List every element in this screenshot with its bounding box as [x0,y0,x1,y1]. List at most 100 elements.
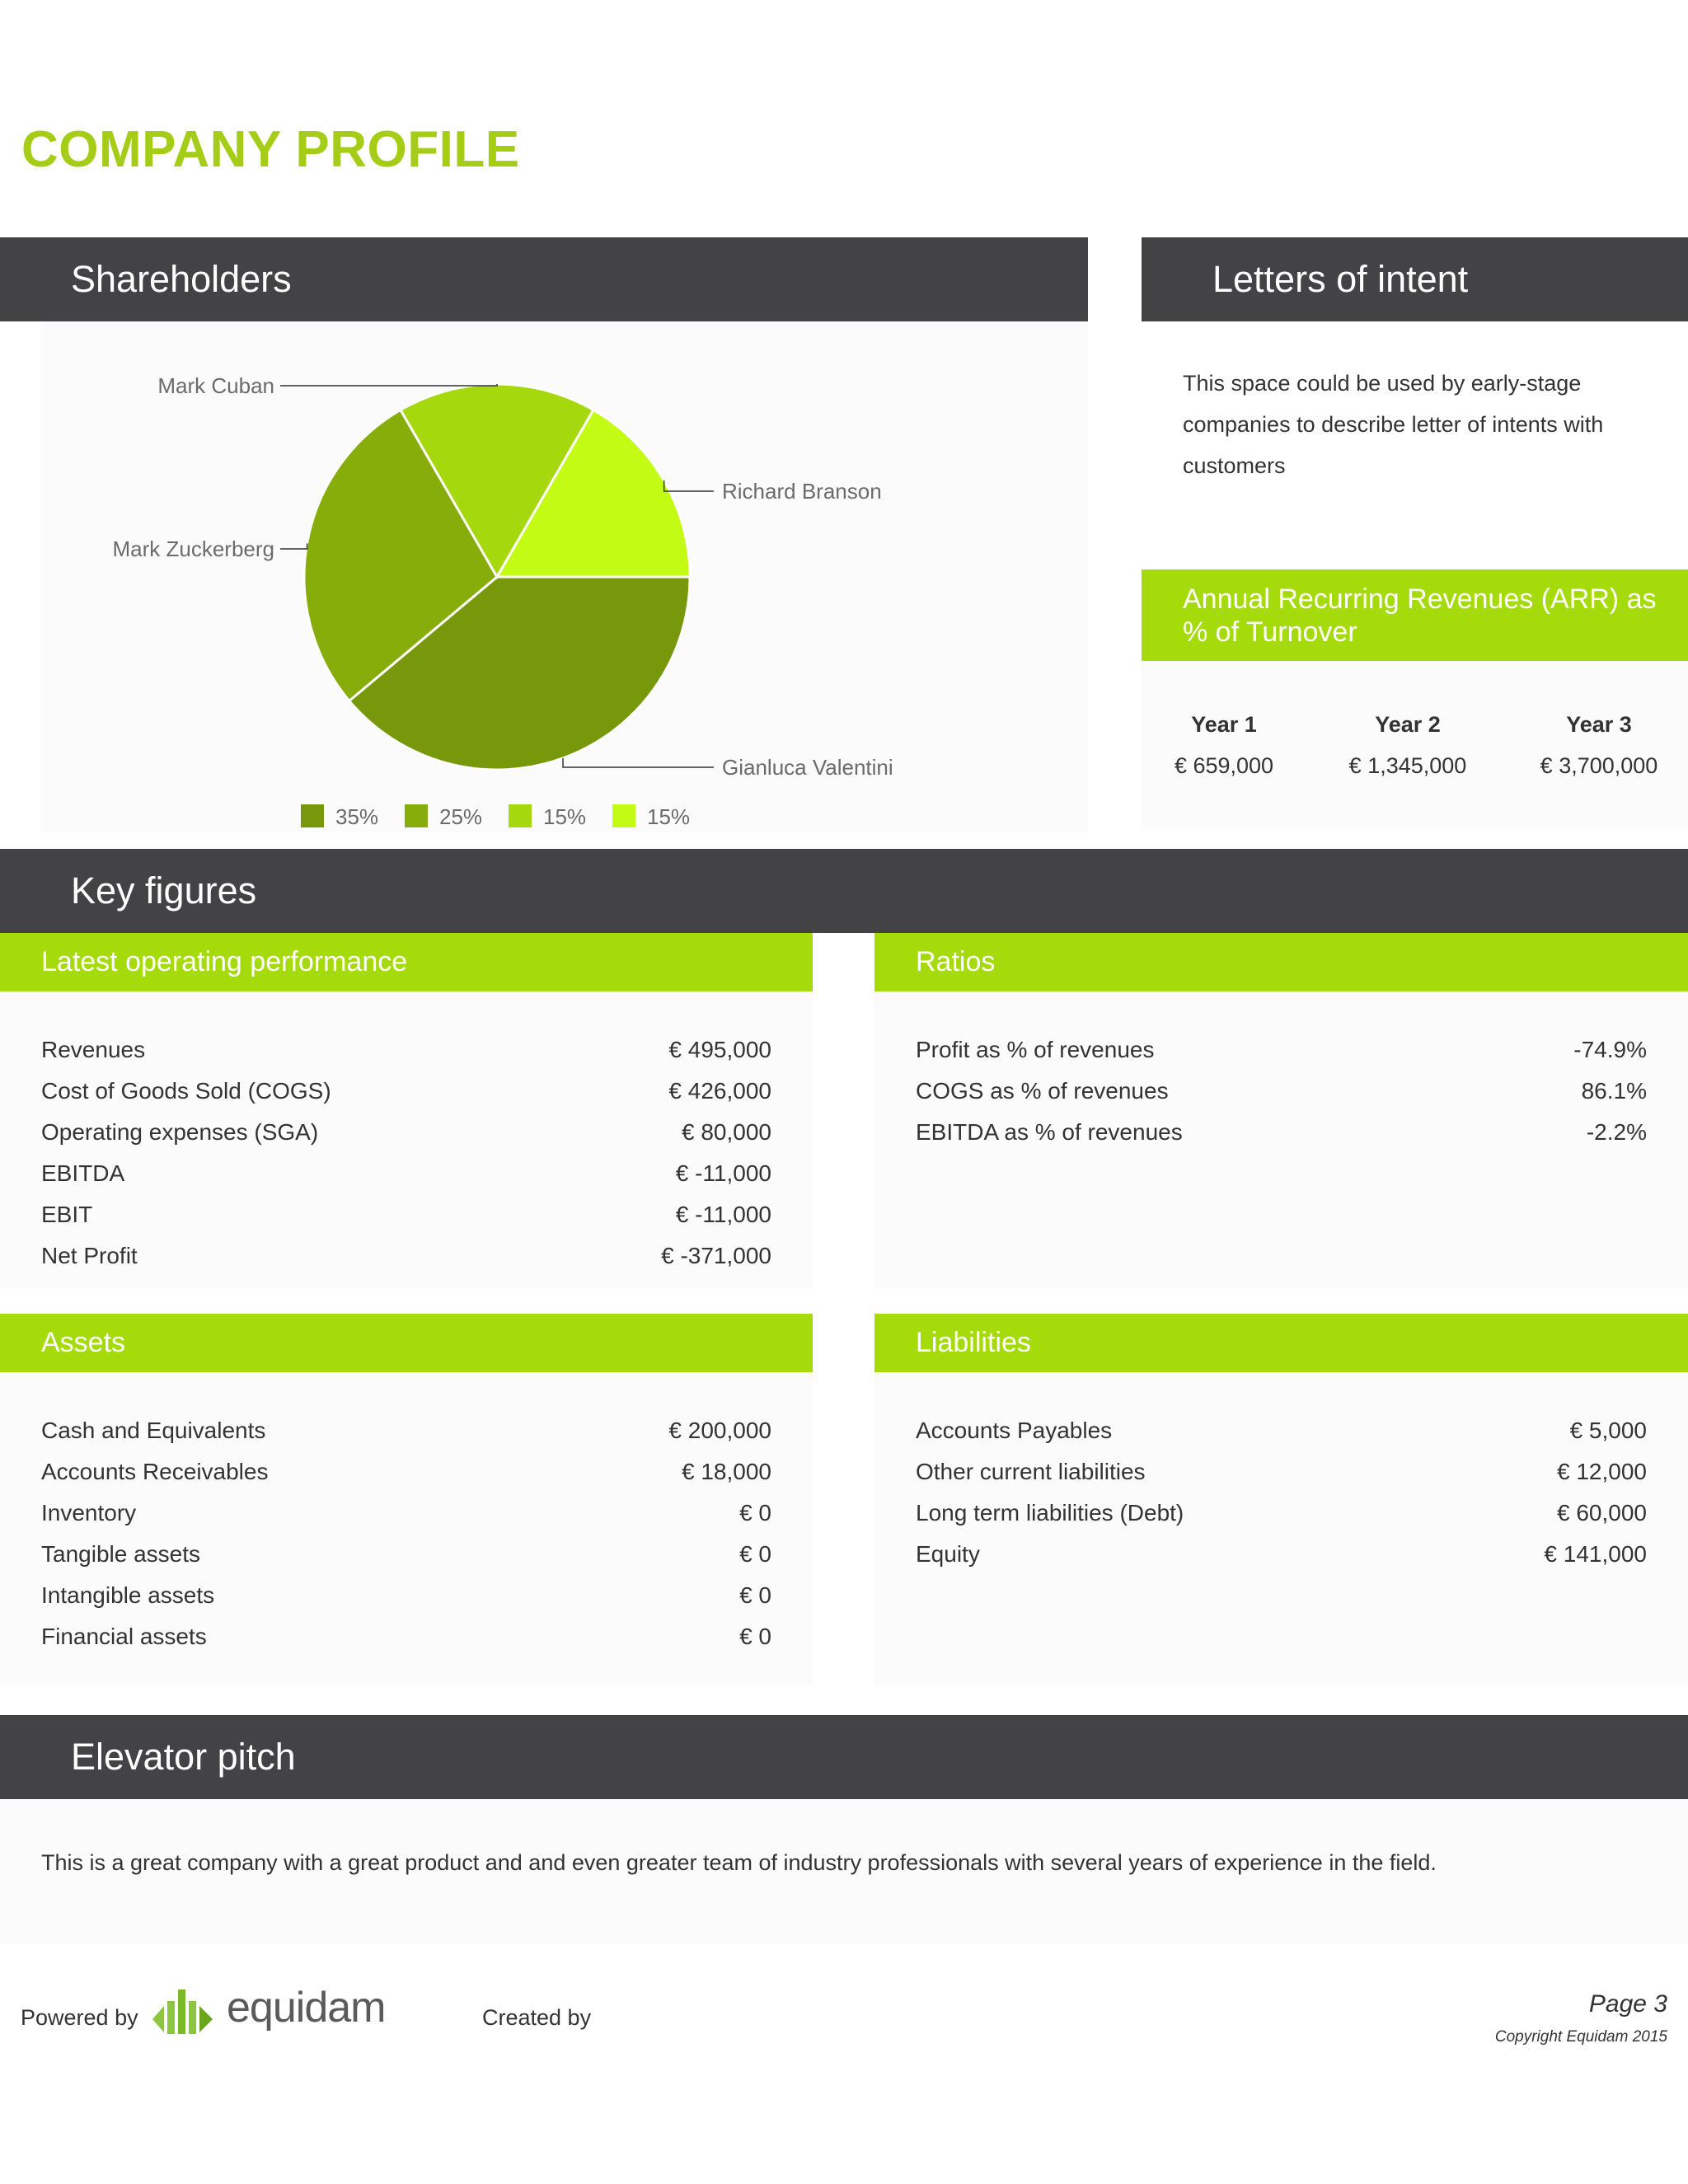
arr-header-line: Annual Recurring Revenues (ARR) as [1183,583,1657,615]
assets-row-label: Inventory [41,1500,137,1526]
copyright: Copyright Equidam 2015 [1494,2028,1667,2046]
operating-panel: Revenues € 495,000 Cost of Goods Sold (COG… [0,991,813,1288]
assets-row-label: Intangible assets [41,1582,215,1608]
assets-row-label: Cash and Equivalents [41,1418,266,1443]
pie-slice-label: Gianluca Valentini [722,755,893,780]
operating-row-value: € -11,000 [675,1202,771,1227]
ratios-row-value: -74.9% [1573,1037,1647,1062]
liabilities-row: Long term liabilities (Debt) € 60,000 [874,1493,1688,1534]
elevator-pitch-header: Elevator pitch [0,1715,1688,1799]
legend-label: 15% [647,804,690,829]
assets-row-value: € 0 [739,1582,771,1608]
ratios-header: Ratios [874,933,1688,991]
operating-row-value: € -11,000 [675,1160,771,1186]
assets-row-label: Accounts Receivables [41,1459,269,1484]
ratios-row: Profit as % of revenues -74.9% [874,1029,1688,1071]
operating-row-value: € 426,000 [668,1078,771,1104]
assets-row: Financial assets € 0 [0,1616,813,1657]
assets-row-value: € 18,000 [682,1459,771,1484]
operating-row: EBIT € -11,000 [0,1194,813,1235]
pie-slice [398,382,596,580]
liabilities-row-value: € 5,000 [1569,1418,1647,1443]
letters-of-intent-title: Letters of intent [1212,258,1469,300]
ratios-row-label: EBITDA as % of revenues [916,1119,1183,1145]
letters-of-intent-text: This space could be used by early-stage … [1183,363,1677,486]
operating-row: Operating expenses (SGA) € 80,000 [0,1112,813,1153]
elevator-pitch-title: Elevator pitch [71,1736,296,1778]
liabilities-row-value: € 60,000 [1557,1500,1647,1526]
key-figures-title: Key figures [71,869,257,912]
operating-row-label: Operating expenses (SGA) [41,1119,319,1145]
operating-row: Net Profit € -371,000 [0,1235,813,1277]
ratios-panel: Profit as % of revenues -74.9% COGS as % o… [874,991,1688,1288]
operating-title: Latest operating performance [41,946,408,977]
assets-title: Assets [41,1327,126,1358]
assets-row-value: € 0 [739,1500,771,1526]
assets-row: Inventory € 0 [0,1493,813,1534]
pie-slice-label: Richard Branson [722,479,882,504]
legend-swatch [612,804,635,827]
pie-slice-label: Mark Cuban [157,373,274,398]
liabilities-header: Liabilities [874,1314,1688,1372]
ratios-row: EBITDA as % of revenues -2.2% [874,1112,1688,1153]
liabilities-row: Accounts Payables € 5,000 [874,1410,1688,1451]
arr-year-value: € 659,000 [1174,753,1274,778]
shareholders-header: Shareholders [0,237,1088,321]
arr-year-label: Year 2 [1375,712,1441,737]
operating-row-value: € 495,000 [668,1037,771,1062]
assets-row: Accounts Receivables € 18,000 [0,1451,813,1493]
liabilities-row: Equity € 141,000 [874,1534,1688,1575]
pie-slice [495,408,692,579]
ratios-row-label: COGS as % of revenues [916,1078,1169,1104]
assets-row: Intangible assets € 0 [0,1575,813,1616]
shareholders-title: Shareholders [71,258,292,300]
operating-row-label: EBIT [41,1202,93,1227]
pie-slice [347,575,692,771]
equidam-logo: equidam [151,1983,415,2037]
page-title: COMPANY PROFILE [21,121,520,178]
liabilities-row: Other current liabilities € 12,000 [874,1451,1688,1493]
legend-label: 15% [543,804,586,829]
letters-of-intent-header: Letters of intent [1142,237,1688,321]
ratios-row-value: 86.1% [1581,1078,1647,1104]
liabilities-panel: Accounts Payables € 5,000 Other current li… [874,1372,1688,1685]
operating-row: Cost of Goods Sold (COGS) € 426,000 [0,1071,813,1112]
created-by-label: Created by [482,2005,592,2030]
assets-row: Cash and Equivalents € 200,000 [0,1410,813,1451]
assets-row-value: € 0 [739,1624,771,1649]
arr-year-value: € 1,345,000 [1348,753,1467,778]
operating-row-label: Net Profit [41,1243,138,1268]
assets-row-value: € 0 [739,1541,771,1567]
operating-header: Latest operating performance [0,933,813,991]
operating-row-label: Revenues [41,1037,146,1062]
pie-leader-line [280,543,308,550]
loi-line: This space could be used by early-stage [1183,371,1582,396]
equidam-logo-icon [152,1990,213,2034]
arr-year-value: € 3,700,000 [1540,753,1658,778]
liabilities-row-label: Equity [916,1541,980,1567]
liabilities-row-label: Long term liabilities (Debt) [916,1500,1184,1526]
legend-label: 35% [335,804,378,829]
arr-panel: Year 1 € 659,000 Year 2 € 1,345,000 Year… [1142,661,1688,827]
pie-leader-line [663,480,714,492]
operating-row-value: € 80,000 [682,1119,771,1145]
operating-row: EBITDA € -11,000 [0,1153,813,1194]
assets-row-label: Financial assets [41,1624,207,1649]
arr-year-label: Year 1 [1191,712,1257,737]
ratios-title: Ratios [916,946,996,977]
shareholders-pie-chart: Gianluca Valentini Mark Zuckerberg Mark Cu… [113,373,893,829]
operating-row-label: EBITDA [41,1160,125,1186]
key-figures-header: Key figures [0,849,1688,933]
assets-panel: Cash and Equivalents € 200,000 Accounts Re… [0,1372,813,1685]
legend-swatch [301,804,324,827]
legend-swatch [405,804,428,827]
powered-by-label: Powered by [21,2005,138,2030]
page-number: Page 3 [1588,1990,1667,2018]
ratios-row: COGS as % of revenues 86.1% [874,1071,1688,1112]
liabilities-row-label: Other current liabilities [916,1459,1146,1484]
loi-line: companies to describe letter of intents … [1183,412,1604,437]
pie-slice-label: Mark Zuckerberg [113,537,275,561]
arr-header: Annual Recurring Revenues (ARR) as % of … [1142,569,1688,661]
pie-leader-line [562,757,714,768]
pie-leader-line [280,384,498,387]
